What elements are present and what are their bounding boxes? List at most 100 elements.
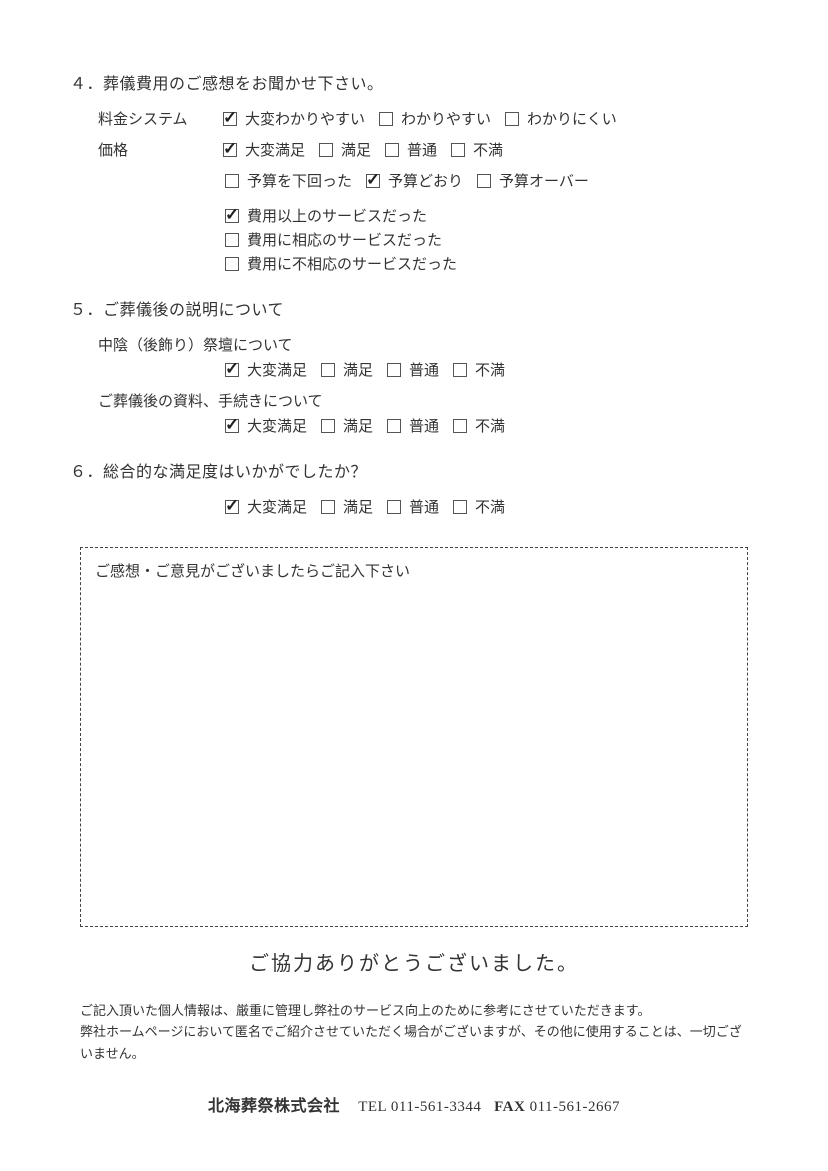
checkbox-option: 費用に相応のサービスだった [225,229,758,250]
checkbox-icon [477,174,491,188]
checkbox-option: 不満 [453,496,505,517]
checkbox-icon [321,419,335,433]
option-label: 不満 [475,415,505,436]
option-label: 普通 [409,359,439,380]
checkbox-option: 普通 [387,496,439,517]
option-label: 大変満足 [247,415,307,436]
checkbox-option: 普通 [385,139,437,160]
comment-box: ご感想・ご意見がございましたらご記入下さい [80,547,748,927]
checkbox-option: 大変わかりやすい [223,108,365,129]
option-label: 普通 [407,139,437,160]
checkbox-icon [453,419,467,433]
company-name: 北海葬祭株式会社 [208,1098,340,1115]
question-6-title: ６．総合的な満足度はいかがでしたか？ [70,458,758,482]
checkbox-option: 満足 [321,415,373,436]
option-label: 大変満足 [245,139,305,160]
checkbox-option: 大変満足 [223,139,305,160]
row-label: 価格 [98,139,223,160]
checkbox-option: 大変満足 [225,415,307,436]
checkbox-icon [223,112,237,126]
tel-number: 011-561-3344 [391,1099,481,1115]
row-label: 料金システム [98,108,223,129]
checkbox-icon [225,419,239,433]
question-6-section: ６．総合的な満足度はいかがでしたか？ 大変満足 満足 普通 不満 [70,458,758,517]
row-options: 大変わかりやすい わかりやすい わかりにくい [223,108,631,129]
q4-budget-options: 予算を下回った 予算どおり 予算オーバー [70,170,758,191]
q5-sub2-heading: ご葬儀後の資料、手続きについて [70,390,758,411]
option-label: 予算オーバー [499,170,589,191]
option-label: 費用以上のサービスだった [247,205,427,226]
option-label: 不満 [473,139,503,160]
row-options: 大変満足 満足 普通 不満 [223,139,517,160]
checkbox-icon [387,363,401,377]
question-4-section: ４．葬儀費用のご感想をお聞かせ下さい。 料金システム 大変わかりやすい わかりやす… [70,70,758,274]
thanks-message: ご協力ありがとうございました。 [70,947,758,976]
footer: 北海葬祭株式会社 TEL 011-561-3344 FAX 011-561-26… [70,1092,758,1116]
checkbox-icon [225,363,239,377]
checkbox-option: 普通 [387,359,439,380]
q6-options: 大変満足 満足 普通 不満 [70,496,758,517]
option-label: 費用に相応のサービスだった [247,229,442,250]
option-label: 不満 [475,496,505,517]
option-label: 大変満足 [247,496,307,517]
option-label: 費用に不相応のサービスだった [247,253,457,274]
checkbox-icon [505,112,519,126]
checkbox-option: わかりにくい [505,108,617,129]
q5-sub1-heading: 中陰（後飾り）祭壇について [70,334,758,355]
checkbox-icon [453,500,467,514]
checkbox-icon [319,143,333,157]
checkbox-icon [225,500,239,514]
checkbox-option: 不満 [453,415,505,436]
checkbox-icon [321,363,335,377]
option-label: 満足 [343,359,373,380]
question-4-title: ４．葬儀費用のご感想をお聞かせ下さい。 [70,70,758,94]
q4-service-options: 費用以上のサービスだった費用に相応のサービスだった費用に不相応のサービスだった [70,205,758,274]
option-label: わかりやすい [401,108,491,129]
checkbox-option: 予算オーバー [477,170,589,191]
checkbox-icon [387,419,401,433]
checkbox-icon [366,174,380,188]
fax-label: FAX [494,1099,525,1115]
option-label: 普通 [409,415,439,436]
checkbox-option: 不満 [453,359,505,380]
q4-row-pricing-system: 料金システム 大変わかりやすい わかりやすい わかりにくい [70,108,758,129]
checkbox-option: わかりやすい [379,108,491,129]
q5-sub2-options: 大変満足満足 普通 不満 [70,415,758,436]
option-label: 予算どおり [388,170,463,191]
checkbox-option: 不満 [451,139,503,160]
option-label: 大変わかりやすい [245,108,365,129]
q5-sub1-options: 大変満足 満足 普通 不満 [70,359,758,380]
checkbox-option: 満足 [319,139,371,160]
checkbox-icon [225,257,239,271]
checkbox-option: 予算を下回った [225,170,352,191]
checkbox-option: 予算どおり [366,170,463,191]
checkbox-option: 満足 [321,359,373,380]
checkbox-icon [225,233,239,247]
checkbox-icon [379,112,393,126]
option-label: 予算を下回った [247,170,352,191]
disclaimer-text: ご記入頂いた個人情報は、厳重に管理し弊社のサービス向上のために参考にさせていただ… [70,1000,758,1064]
tel-label: TEL [358,1099,386,1115]
checkbox-option: 普通 [387,415,439,436]
checkbox-icon [225,174,239,188]
checkbox-option: 満足 [321,496,373,517]
disclaimer-line: 弊社ホームページにおいて匿名でご紹介させていただく場合がございますが、その他に使… [80,1021,748,1064]
option-label: 満足 [341,139,371,160]
disclaimer-line: ご記入頂いた個人情報は、厳重に管理し弊社のサービス向上のために参考にさせていただ… [80,1000,748,1021]
fax-number: 011-561-2667 [530,1099,620,1115]
option-label: 満足 [343,496,373,517]
option-label: 普通 [409,496,439,517]
checkbox-icon [385,143,399,157]
option-label: わかりにくい [527,108,617,129]
option-label: 不満 [475,359,505,380]
q4-row-price: 価格 大変満足 満足 普通 不満 [70,139,758,160]
checkbox-option: 大変満足 [225,496,307,517]
checkbox-icon [223,143,237,157]
question-5-title: ５．ご葬儀後の説明について [70,296,758,320]
checkbox-option: 大変満足 [225,359,307,380]
checkbox-option: 費用に不相応のサービスだった [225,253,758,274]
checkbox-icon [453,363,467,377]
checkbox-option: 費用以上のサービスだった [225,205,758,226]
checkbox-icon [451,143,465,157]
checkbox-icon [321,500,335,514]
